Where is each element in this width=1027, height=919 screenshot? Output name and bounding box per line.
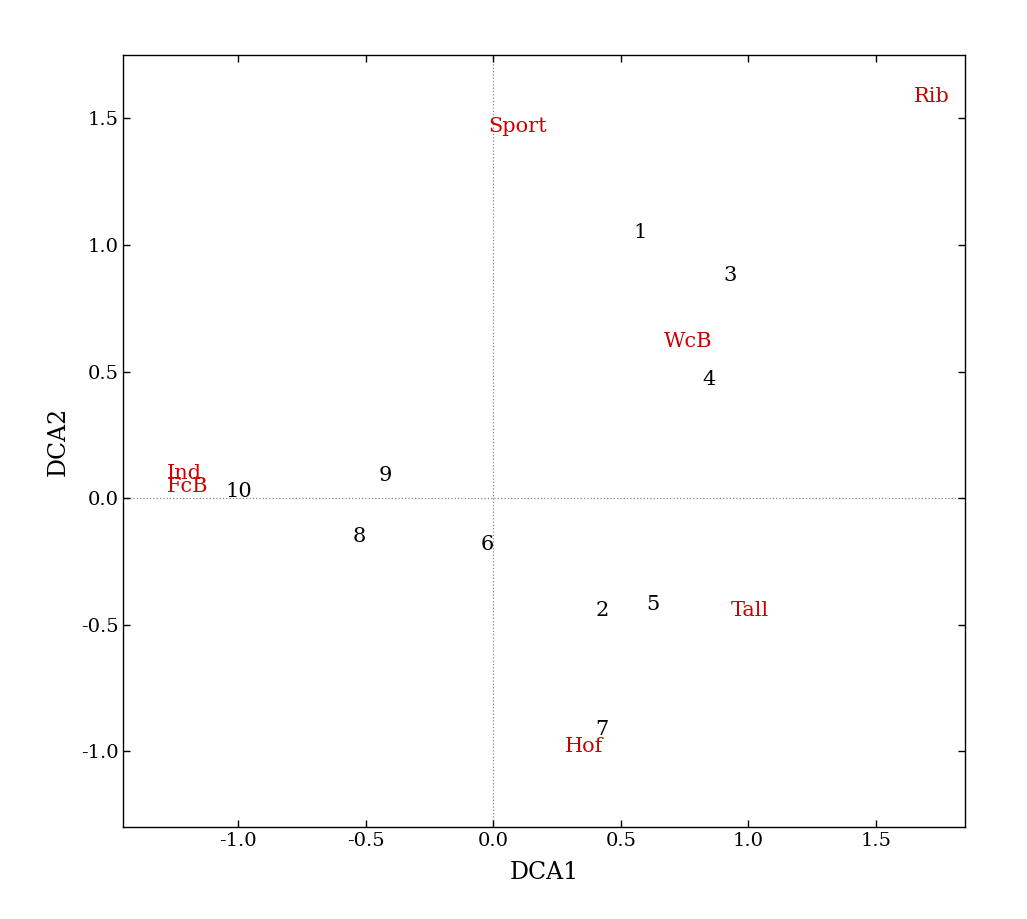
Text: WcB: WcB: [664, 333, 713, 351]
Text: Rib: Rib: [914, 86, 950, 106]
Text: 3: 3: [723, 267, 736, 286]
Text: 6: 6: [481, 535, 494, 554]
Text: 4: 4: [702, 370, 716, 390]
Text: 9: 9: [378, 467, 392, 485]
Text: 5: 5: [646, 596, 659, 615]
X-axis label: DCA1: DCA1: [509, 861, 579, 884]
Text: Hof: Hof: [565, 737, 603, 756]
Text: 2: 2: [596, 600, 609, 619]
Text: Tall: Tall: [730, 600, 769, 619]
Text: Sport: Sport: [488, 117, 547, 136]
Text: 8: 8: [353, 528, 367, 546]
Text: 10: 10: [225, 482, 252, 501]
Text: 1: 1: [634, 223, 647, 243]
Text: FcB: FcB: [166, 477, 208, 495]
Text: 7: 7: [596, 720, 609, 739]
Text: Ind: Ind: [166, 464, 201, 482]
Y-axis label: DCA2: DCA2: [46, 406, 70, 476]
